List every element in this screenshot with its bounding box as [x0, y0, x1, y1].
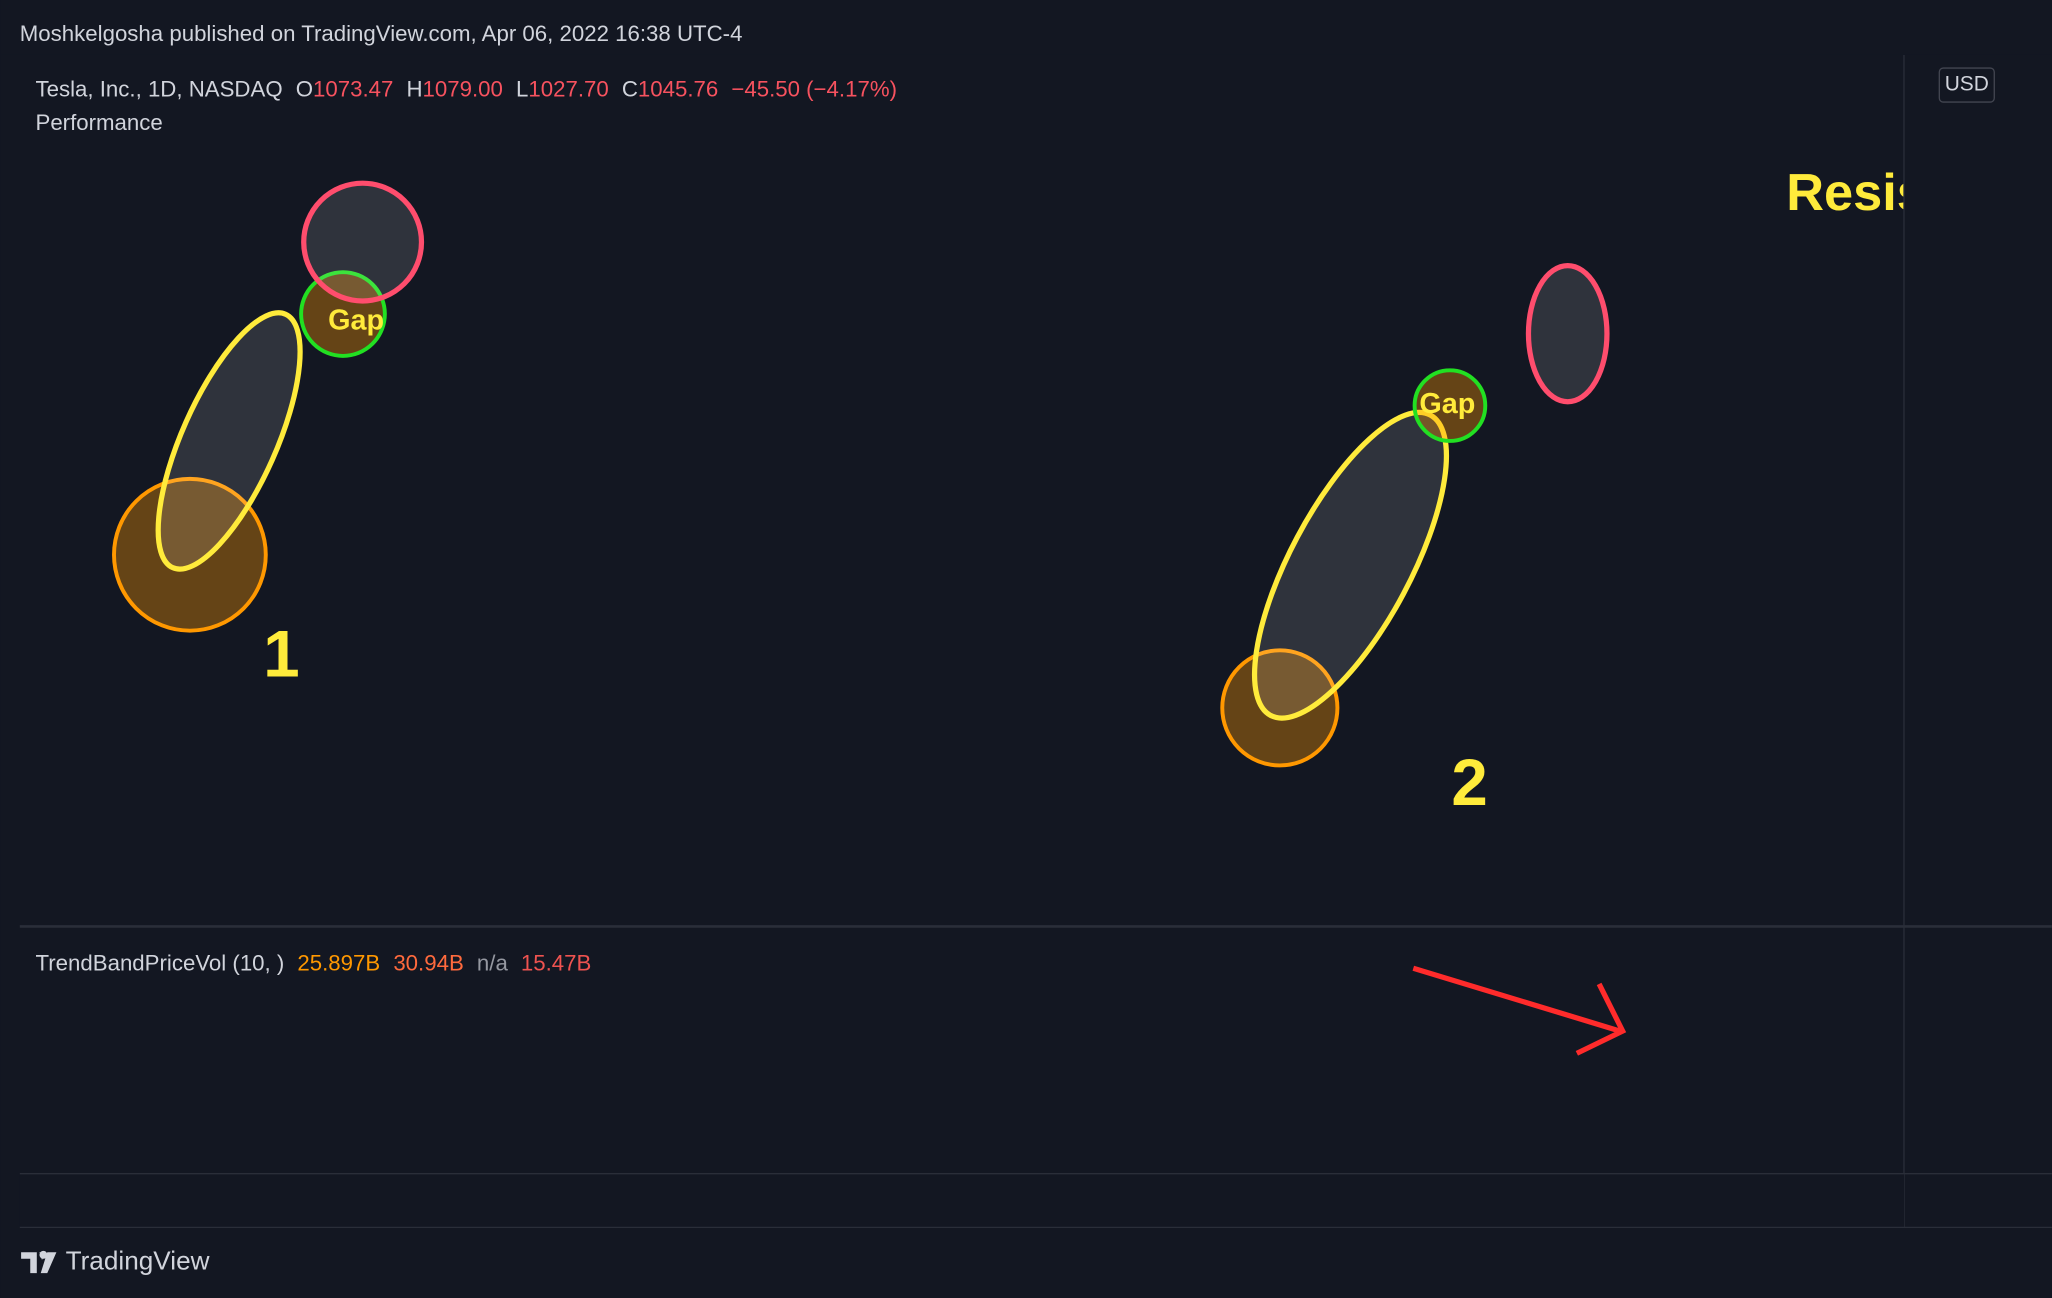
brand-logo — [21, 1250, 57, 1274]
highlight-circle — [1412, 368, 1488, 443]
indicator-title: TrendBandPriceVol (10, ) — [35, 950, 284, 975]
ohlc-value: 1045.76 — [638, 76, 718, 101]
highlight-circle — [299, 270, 387, 358]
symbol-line: Tesla, Inc., 1D, NASDAQ O1073.47 H1079.00 L… — [35, 76, 897, 101]
publisher: Moshkelgosha published on TradingView.co… — [20, 21, 743, 46]
currency: USD — [1945, 73, 1989, 96]
volume-legend: TrendBandPriceVol (10, ) 25.897B 30.94B n/a… — [35, 950, 591, 975]
highlight-circle — [1220, 648, 1340, 768]
ohlc-key: L — [516, 76, 528, 101]
highlight-circle — [112, 476, 268, 633]
ohlc-value: 1073.47 — [313, 76, 393, 101]
currency-box — [1938, 67, 1995, 103]
legend-value: 15.47B — [521, 950, 591, 975]
ohlc-value: 1079.00 — [423, 76, 503, 101]
legend-value: n/a — [477, 950, 509, 975]
arrow-head — [1575, 982, 1627, 1056]
highlight-ellipse — [155, 310, 303, 572]
legend-value: 25.897B — [297, 950, 380, 975]
gap-label: Gap — [1419, 388, 1475, 420]
ohlc-key: C — [622, 76, 638, 101]
volume-arrow — [1412, 965, 1627, 1056]
highlight-ellipse — [1251, 409, 1450, 721]
change: −45.50 (−4.17%) — [731, 76, 897, 101]
price-axis — [1903, 54, 2052, 1228]
resistance-label: Resis — [1786, 164, 1926, 222]
symbol: Tesla, Inc., 1D, NASDAQ — [35, 76, 282, 101]
legend-value: 30.94B — [393, 950, 463, 975]
wave-label: 1 — [263, 618, 299, 691]
arrow-line — [1412, 965, 1621, 1034]
ohlc-key: H — [406, 76, 422, 101]
ohlc-value: 1027.70 — [528, 76, 608, 101]
indicator-name: Performance — [35, 110, 162, 135]
highlights: Gap Gap 1 2 — [112, 180, 1627, 1056]
wave-label: 2 — [1451, 746, 1487, 819]
brand: TradingView — [66, 1246, 210, 1276]
footer: TradingView — [21, 1246, 210, 1276]
gap-label: Gap — [328, 304, 384, 336]
header-bar — [0, 0, 2052, 55]
ohlc-key: O — [296, 76, 313, 101]
highlight-circle — [301, 180, 425, 304]
time-axis — [19, 1173, 1904, 1228]
highlight-ellipse — [1525, 263, 1610, 405]
